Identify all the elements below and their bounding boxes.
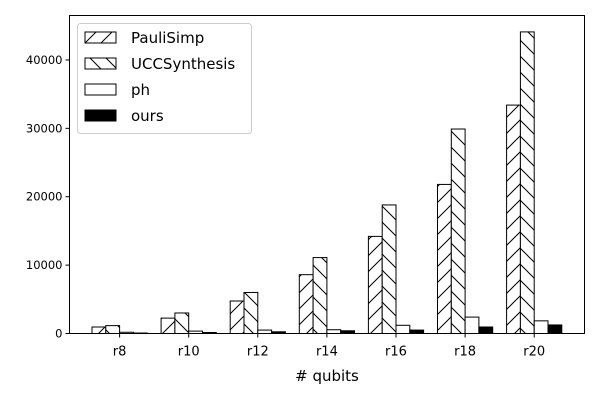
legend-swatch-paulisimp (84, 31, 117, 44)
bar-ours-r20 (547, 324, 563, 334)
bar-uccsynthesis-r10 (174, 312, 190, 334)
bar-paulisimp-r10 (160, 317, 176, 335)
bar-paulisimp-r16 (367, 235, 383, 334)
legend-label-paulisimp: PauliSimp (131, 29, 204, 47)
legend-label-ph: ph (131, 81, 150, 99)
bar-paulisimp-r8 (91, 326, 107, 335)
x-tick-label: r20 (523, 345, 545, 360)
x-tick-label: r10 (178, 345, 200, 360)
bar-ph-r16 (395, 324, 411, 334)
bars-layer (91, 31, 563, 335)
y-tick-label: 20000 (26, 190, 63, 204)
bar-paulisimp-r20 (506, 104, 521, 334)
x-tick-label: r12 (247, 345, 269, 360)
bar-uccsynthesis-r18 (450, 128, 466, 334)
bar-uccsynthesis-r16 (381, 204, 397, 334)
bar-uccsynthesis-r8 (105, 325, 121, 335)
y-tick-label: 40000 (26, 53, 63, 67)
y-axis: 0 10000 20000 30000 40000 (26, 53, 70, 341)
bar-ph-r14 (326, 329, 342, 334)
bar-uccsynthesis-r14 (312, 257, 328, 335)
y-tick-label: 30000 (26, 121, 63, 135)
bar-uccsynthesis-r12 (243, 291, 259, 334)
bar-ours-r16 (409, 329, 425, 335)
x-tick-label: r8 (113, 345, 127, 360)
legend-label-ours: ours (131, 107, 164, 125)
bar-ph-r20 (533, 320, 549, 335)
legend-box (77, 23, 252, 134)
bar-ours-r18 (478, 326, 494, 335)
x-tick-label: r16 (385, 345, 407, 360)
legend-label-uccsynthesis: UCCSynthesis (131, 55, 235, 73)
x-axis-label: # qubits (295, 367, 359, 385)
x-tick-label: r18 (454, 345, 476, 360)
y-tick-label: 10000 (26, 258, 63, 272)
y-tick-label: 0 (55, 327, 62, 341)
legend-swatch-uccsynthesis (84, 57, 117, 70)
bar-paulisimp-r14 (298, 274, 314, 335)
bar-uccsynthesis-r20 (519, 31, 535, 334)
bar-ph-r18 (464, 316, 480, 334)
bar-ph-r12 (257, 329, 273, 335)
x-tick-label: r14 (316, 345, 338, 360)
x-axis: r8 r10 r12 r14 r16 r18 r20 (113, 333, 545, 360)
bar-paulisimp-r12 (229, 300, 245, 335)
legend-swatch-ph (84, 83, 117, 96)
legend: PauliSimp UCCSynthesis ph ours (77, 23, 252, 134)
legend-swatch-ours (84, 109, 117, 122)
bar-paulisimp-r18 (437, 183, 452, 334)
